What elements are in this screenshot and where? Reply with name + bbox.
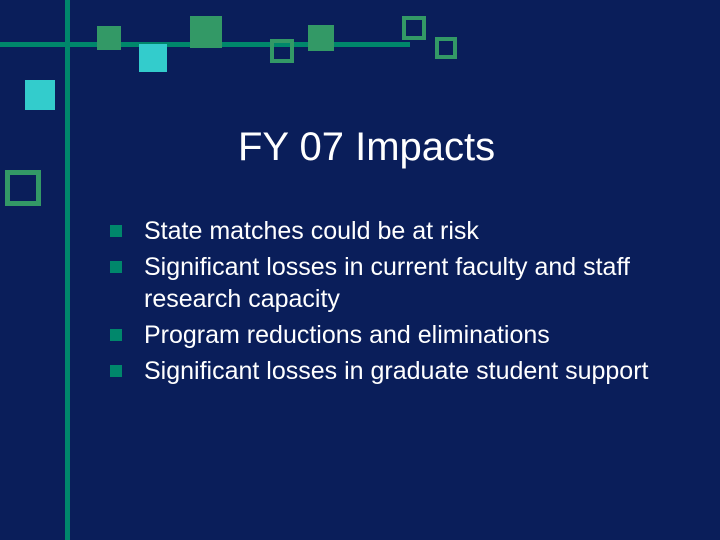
deco-square xyxy=(435,37,457,59)
list-item: Program reductions and eliminations xyxy=(110,319,660,351)
deco-square xyxy=(5,170,41,206)
bullet-square-icon xyxy=(110,329,122,341)
bullet-text: Significant losses in graduate student s… xyxy=(144,355,648,387)
bullet-square-icon xyxy=(110,261,122,273)
deco-square xyxy=(270,39,294,63)
deco-vertical-line xyxy=(65,0,70,540)
slide-title: FY 07 Impacts xyxy=(238,125,495,170)
deco-square xyxy=(97,26,121,50)
bullet-list: State matches could be at risk Significan… xyxy=(110,215,660,391)
bullet-text: Significant losses in current faculty an… xyxy=(144,251,660,315)
deco-square xyxy=(25,80,55,110)
bullet-square-icon xyxy=(110,365,122,377)
list-item: Significant losses in current faculty an… xyxy=(110,251,660,315)
deco-square xyxy=(139,44,167,72)
list-item: Significant losses in graduate student s… xyxy=(110,355,660,387)
deco-square xyxy=(308,25,334,51)
deco-square xyxy=(190,16,222,48)
deco-square xyxy=(402,16,426,40)
bullet-text: Program reductions and eliminations xyxy=(144,319,550,351)
list-item: State matches could be at risk xyxy=(110,215,660,247)
bullet-square-icon xyxy=(110,225,122,237)
bullet-text: State matches could be at risk xyxy=(144,215,479,247)
